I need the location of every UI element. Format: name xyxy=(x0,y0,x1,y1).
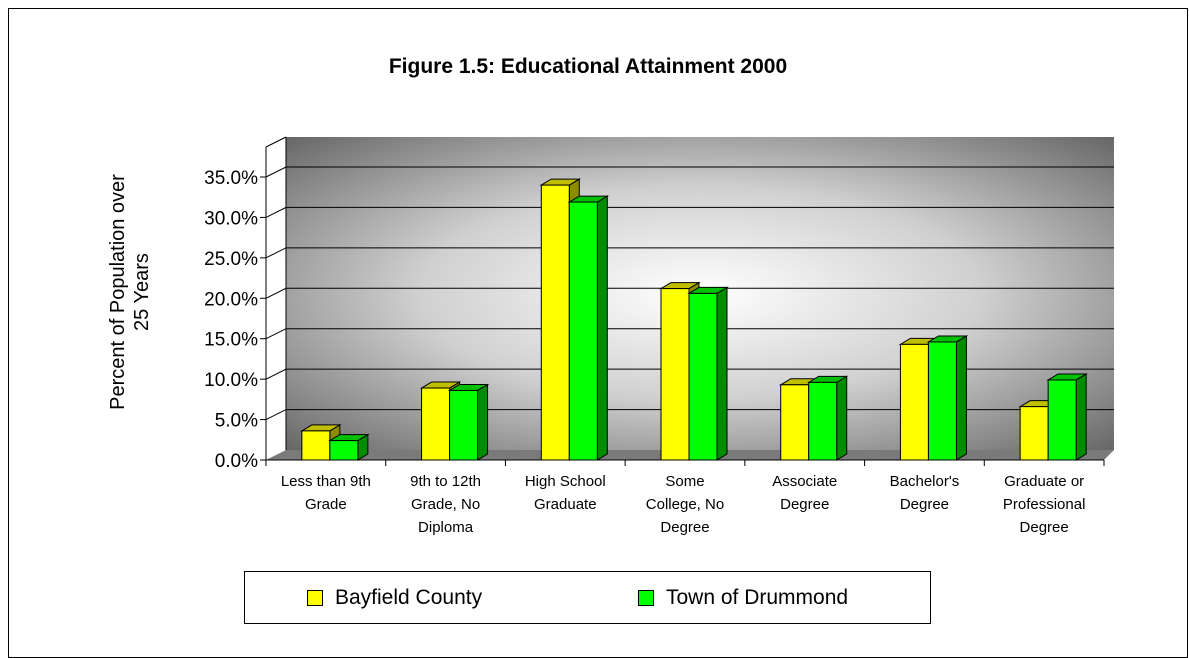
bar-front xyxy=(568,201,598,461)
y-axis-label: Percent of Population over 25 Years xyxy=(107,174,153,410)
bar xyxy=(1046,373,1088,461)
chart-title: Figure 1.5: Educational Attainment 2000 xyxy=(389,55,787,78)
bar-front xyxy=(660,288,690,461)
x-tick-label: Degree xyxy=(780,496,829,513)
x-tick-label: Bachelor's xyxy=(890,473,960,490)
bar-front xyxy=(301,430,331,461)
legend-label-drummond: Town of Drummond xyxy=(666,586,849,609)
bar-front xyxy=(927,341,957,461)
bar xyxy=(687,286,729,461)
bar xyxy=(806,375,849,461)
bar xyxy=(926,335,969,461)
bar-side xyxy=(477,383,489,461)
y-tick-labels: 0.0% 5.0% 10.0% 15.0% 20.0% 25.0% 30.0% 35.0% xyxy=(204,168,258,472)
x-tick-label: Some xyxy=(665,473,704,490)
x-tick-label: Degree xyxy=(660,519,709,536)
y-axis-label-line: Percent of Population over xyxy=(107,174,129,410)
legend-swatch-bayfield xyxy=(307,590,323,606)
bar-front xyxy=(329,440,359,461)
bars xyxy=(300,178,1088,461)
bar xyxy=(447,383,490,461)
bar xyxy=(328,433,370,461)
legend: Bayfield County Town of Drummond xyxy=(244,571,931,624)
bar-front xyxy=(1047,379,1077,461)
x-tick-label: Professional xyxy=(1003,496,1086,513)
y-tick-label: 15.0% xyxy=(204,330,258,351)
legend-swatch-drummond xyxy=(638,590,654,606)
bar-front xyxy=(449,389,479,461)
y-tick-label: 30.0% xyxy=(204,208,258,229)
x-tick-label: Graduate xyxy=(534,496,597,513)
x-tick-label: Graduate or xyxy=(1004,473,1084,490)
bar-front xyxy=(688,292,718,461)
y-tick-label: 0.0% xyxy=(215,451,258,472)
y-tick-label: 5.0% xyxy=(215,411,258,432)
legend-label-bayfield: Bayfield County xyxy=(335,586,483,609)
bar-front xyxy=(780,384,810,461)
legend-item-bayfield: Bayfield County xyxy=(307,586,482,610)
bar-side xyxy=(716,286,728,461)
bar-side xyxy=(1075,373,1087,461)
y-tick-label: 25.0% xyxy=(204,249,258,270)
y-axis-label-line: 25 Years xyxy=(131,253,153,331)
x-tick-label: Degree xyxy=(900,496,949,513)
bar-front xyxy=(808,381,838,461)
bar xyxy=(567,195,610,461)
x-tick-labels: Less than 9th Grade 9th to 12th Grade, No Di… xyxy=(281,473,1086,536)
y-tick-label: 35.0% xyxy=(204,168,258,189)
y-tick-label: 10.0% xyxy=(204,370,258,391)
bar-front xyxy=(421,387,451,461)
x-tick-label: Degree xyxy=(1020,519,1069,536)
bar-side xyxy=(955,335,967,461)
legend-item-drummond: Town of Drummond xyxy=(638,586,848,610)
bar-front xyxy=(899,343,929,461)
x-tick-label: Less than 9th xyxy=(281,473,371,490)
bar-front xyxy=(1019,406,1049,461)
x-tick-label: Grade, No xyxy=(411,496,480,513)
x-tick-label: College, No xyxy=(646,496,724,513)
y-axis-depth xyxy=(265,136,287,148)
x-tick-label: 9th to 12th xyxy=(410,473,481,490)
x-tick-label: Grade xyxy=(305,496,347,513)
bar-front xyxy=(540,184,570,461)
x-tick-label: High School xyxy=(525,473,606,490)
bar-side xyxy=(596,195,608,461)
bar-side xyxy=(836,375,848,461)
x-tick-label: Associate xyxy=(772,473,837,490)
x-tick-label: Diploma xyxy=(418,519,474,536)
y-tick-label: 20.0% xyxy=(204,289,258,310)
